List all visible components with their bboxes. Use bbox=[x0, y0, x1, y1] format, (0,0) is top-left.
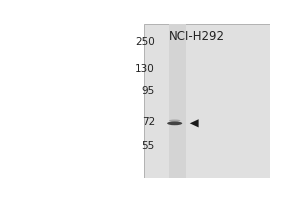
Text: NCI-H292: NCI-H292 bbox=[169, 30, 225, 43]
Text: 55: 55 bbox=[142, 141, 155, 151]
Text: 250: 250 bbox=[135, 37, 155, 47]
Ellipse shape bbox=[167, 121, 182, 125]
Ellipse shape bbox=[169, 120, 180, 122]
Bar bbox=[169, 24, 186, 178]
Polygon shape bbox=[190, 119, 199, 127]
Text: 130: 130 bbox=[135, 64, 155, 74]
Text: 95: 95 bbox=[142, 86, 155, 96]
Bar bbox=[145, 24, 270, 178]
Text: 72: 72 bbox=[142, 117, 155, 127]
